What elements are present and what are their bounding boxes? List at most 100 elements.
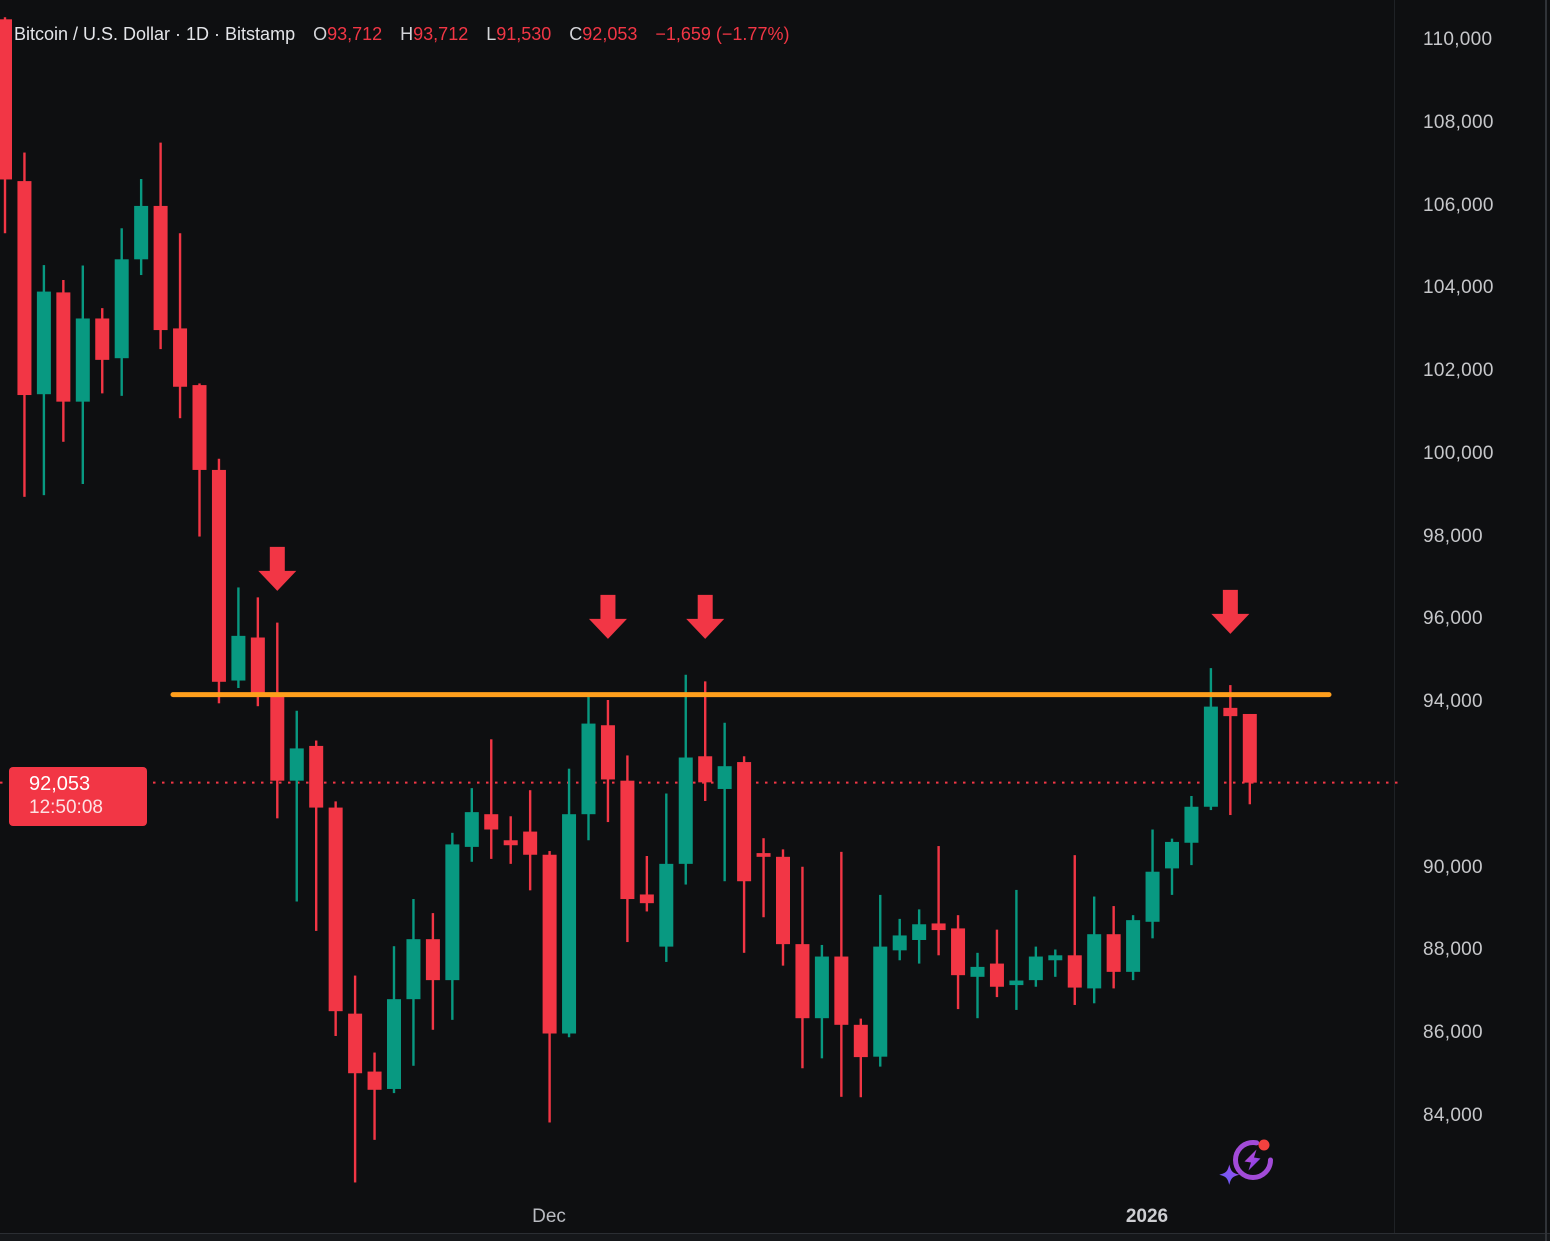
- candle-body: [1067, 955, 1082, 988]
- candle-wick: [373, 1052, 376, 1140]
- candle-body: [620, 780, 635, 900]
- candle-body: [173, 328, 188, 387]
- candle-wick: [645, 855, 649, 912]
- candle-body: [776, 856, 790, 945]
- price-axis-tick: 100,000: [1423, 442, 1494, 464]
- candle-body: [36, 291, 51, 395]
- candle-body: [250, 637, 265, 694]
- candle-wick: [295, 710, 298, 902]
- candle-body: [484, 814, 499, 830]
- price-axis-tick: 96,000: [1423, 608, 1483, 630]
- logo-sparkle-icon: [1219, 1164, 1240, 1185]
- candle-body: [56, 292, 71, 402]
- price-axis-tick: 102,000: [1423, 360, 1494, 382]
- candle-body: [756, 853, 771, 857]
- candle-body: [542, 854, 557, 1034]
- down-arrow-annotation[interactable]: [686, 594, 725, 639]
- candle-body: [406, 939, 421, 1000]
- candle-wick: [1073, 855, 1076, 1005]
- candle-body: [639, 894, 654, 904]
- last-price-value: 92,053: [29, 772, 91, 795]
- window-right-edge[interactable]: [1545, 0, 1547, 1241]
- candle-body: [134, 205, 149, 260]
- legend-high: H93,712: [400, 23, 469, 44]
- candle-body: [1223, 707, 1238, 717]
- candle-wick: [859, 1018, 862, 1098]
- candle-body: [231, 635, 246, 681]
- candle-body: [853, 1024, 868, 1058]
- candle-body: [989, 963, 1004, 987]
- candle-body: [367, 1071, 382, 1090]
- candle-body: [425, 939, 440, 981]
- candle-body: [523, 831, 538, 855]
- candle-body: [348, 1013, 363, 1074]
- down-arrow-annotation[interactable]: [258, 546, 297, 591]
- candle-body: [951, 928, 966, 976]
- candle-body: [1145, 871, 1160, 922]
- legend-open: O93,712: [313, 23, 383, 44]
- candle-body: [600, 725, 615, 780]
- candle-body: [659, 863, 674, 947]
- candle-body: [1203, 706, 1218, 807]
- candle-body: [95, 318, 110, 360]
- candle-body: [1087, 934, 1102, 989]
- candle-body: [873, 946, 888, 1057]
- candle-body: [1165, 841, 1179, 869]
- candle-body: [1048, 955, 1063, 961]
- candle-body: [1184, 806, 1199, 843]
- time-label-month: Dec: [532, 1206, 566, 1227]
- price-axis-tick: 88,000: [1423, 939, 1483, 961]
- candle-body: [1028, 956, 1043, 981]
- candle-body: [17, 181, 32, 396]
- candle-wick: [353, 975, 357, 1183]
- candle-body: [270, 693, 285, 781]
- down-arrow-annotation[interactable]: [1211, 589, 1250, 634]
- candle-wick: [1015, 889, 1018, 1010]
- candle-body: [75, 318, 90, 402]
- candle-body: [0, 19, 12, 180]
- candle-body: [795, 944, 810, 1019]
- down-arrow-annotation[interactable]: [588, 594, 627, 639]
- candle-body: [289, 748, 304, 781]
- bar-countdown: 12:50:08: [29, 796, 103, 818]
- assistant-logo-icon[interactable]: [1218, 1126, 1288, 1196]
- candle-body: [892, 935, 907, 951]
- candle-wick: [976, 952, 979, 1019]
- candle-body: [153, 205, 168, 331]
- candle-body: [328, 807, 343, 1012]
- price-axis-tick: 90,000: [1423, 856, 1483, 878]
- legend-change: −1,659 (−1.77%): [655, 23, 790, 44]
- legend-close: C92,053: [569, 23, 638, 44]
- candle-wick: [1229, 685, 1232, 816]
- bottom-toolbar-edge: [0, 1233, 1550, 1241]
- candle-body: [1126, 920, 1141, 972]
- candle-wick: [1054, 949, 1057, 977]
- candle-body: [912, 924, 927, 940]
- price-axis-tick: 110,000: [1423, 29, 1493, 50]
- candle-wick: [178, 233, 182, 419]
- last-price-label: 92,053 12:50:08: [9, 766, 147, 826]
- price-axis-tick: 106,000: [1423, 194, 1494, 216]
- price-axis-tick: 94,000: [1423, 691, 1483, 713]
- candle-body: [1242, 713, 1257, 783]
- time-axis[interactable]: Dec 2026: [0, 1203, 1394, 1233]
- chart-legend: Bitcoin / U.S. Dollar · 1D · Bitstamp O9…: [14, 22, 789, 46]
- candle-wick: [315, 740, 318, 931]
- price-axis[interactable]: 110,000 108,000 106,000 104,000 102,000 100,0…: [1394, 0, 1550, 1233]
- logo-red-dot: [1258, 1139, 1270, 1151]
- candle-body: [114, 259, 129, 359]
- candle-body: [698, 756, 713, 783]
- price-axis-tick: 108,000: [1423, 111, 1494, 133]
- candle-wick: [937, 846, 940, 956]
- candle-body: [211, 469, 226, 682]
- candle-body: [503, 840, 518, 846]
- symbol-title[interactable]: Bitcoin / U.S. Dollar · 1D · Bitstamp: [14, 23, 296, 44]
- candle-body: [445, 844, 460, 981]
- candle-wick: [704, 681, 707, 801]
- candle-body: [1106, 934, 1121, 972]
- time-label-year: 2026: [1125, 1206, 1169, 1227]
- candle-wick: [762, 838, 765, 918]
- price-axis-tick: 98,000: [1423, 525, 1483, 547]
